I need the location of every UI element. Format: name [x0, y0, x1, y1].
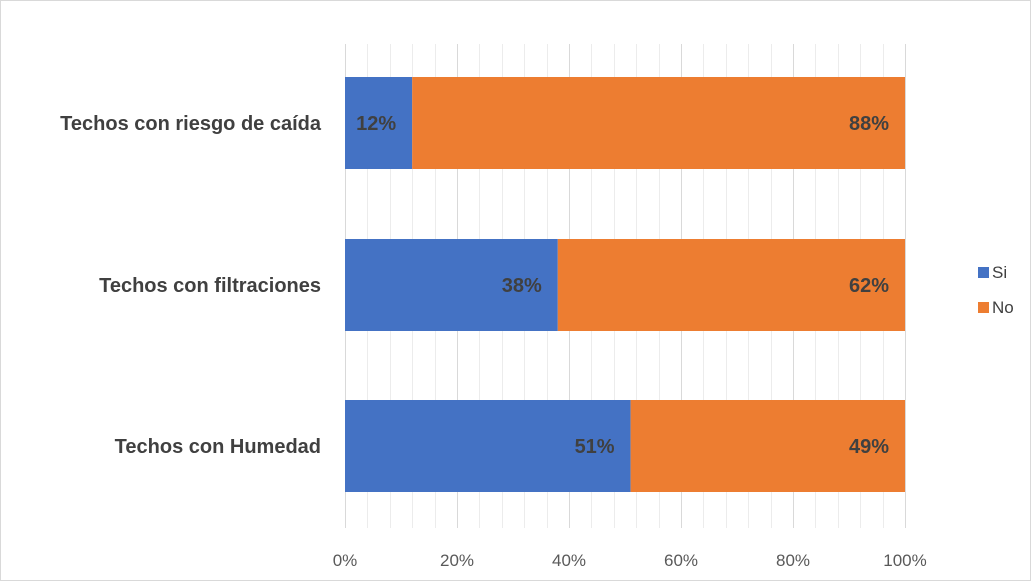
x-tick-label: 20%: [440, 551, 474, 570]
category-labels: Techos con riesgo de caída Techos con fil…: [60, 113, 322, 458]
bar-no-2: [630, 400, 905, 492]
bar-no-0: [412, 77, 905, 169]
data-label-si-1: 38%: [502, 275, 542, 297]
x-tick-label: 40%: [552, 551, 586, 570]
data-label-si-0: 12%: [356, 113, 396, 135]
category-label: Techos con filtraciones: [99, 275, 321, 297]
bar-si-2: [345, 400, 631, 492]
legend-swatch-si: [978, 267, 989, 278]
x-tick-label: 100%: [883, 551, 926, 570]
category-label: Techos con Humedad: [115, 436, 321, 458]
x-tick-label: 60%: [664, 551, 698, 570]
bars: [345, 77, 905, 492]
bar-si-1: [345, 239, 558, 331]
x-tick-label: 80%: [776, 551, 810, 570]
data-label-no-1: 62%: [849, 275, 889, 297]
legend-swatch-no: [978, 302, 989, 313]
data-label-no-2: 49%: [849, 436, 889, 458]
x-tick-label: 0%: [333, 551, 358, 570]
bar-no-1: [557, 239, 905, 331]
legend-label-no: No: [992, 298, 1014, 317]
x-axis-ticks: 0% 20% 40% 60% 80% 100%: [333, 551, 927, 570]
data-label-si-2: 51%: [575, 436, 615, 458]
data-labels: 12% 88% 38% 62% 51% 49%: [356, 113, 889, 458]
legend-label-si: Si: [992, 263, 1007, 282]
legend: Si No: [978, 263, 1014, 317]
data-label-no-0: 88%: [849, 113, 889, 135]
category-label: Techos con riesgo de caída: [60, 113, 322, 135]
bar-si-0: [345, 77, 413, 169]
